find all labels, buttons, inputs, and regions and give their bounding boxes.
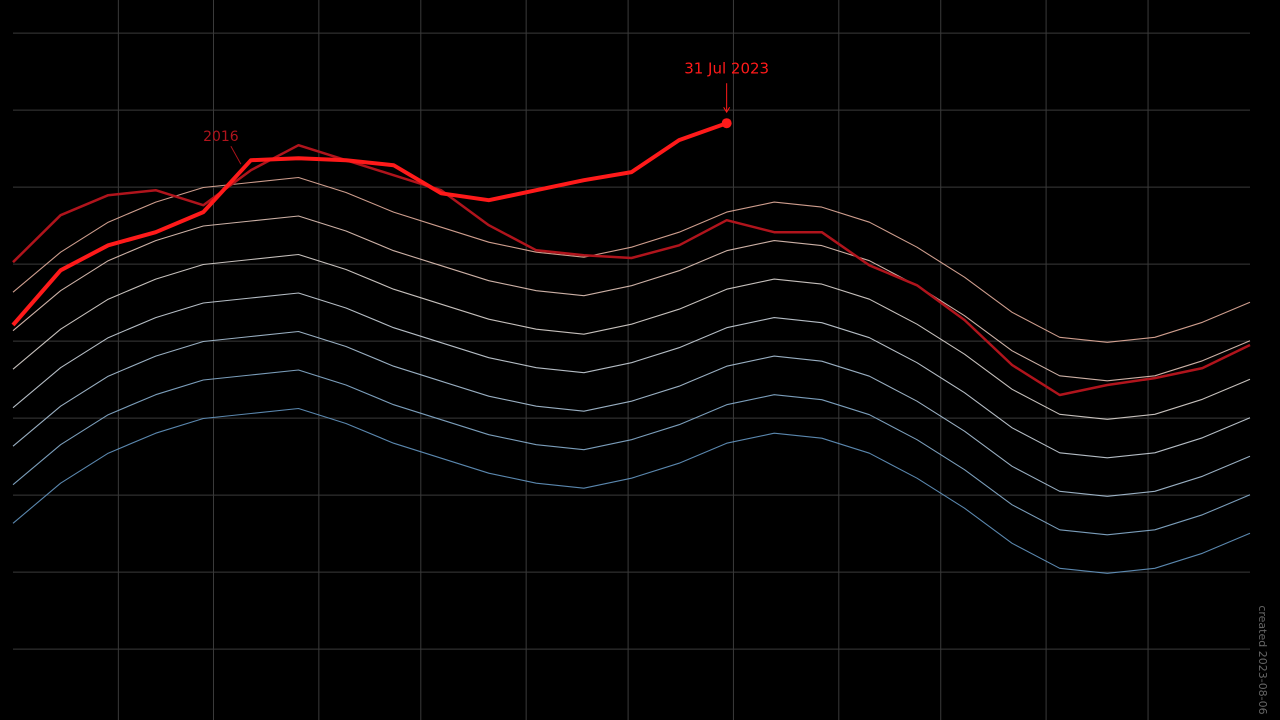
series-line bbox=[12, 215, 1251, 382]
end-point bbox=[721, 118, 732, 129]
arrow-head bbox=[723, 106, 731, 114]
series-line bbox=[12, 369, 1251, 536]
footnote: created 2023-08-06 bbox=[1256, 605, 1269, 714]
series-line bbox=[12, 253, 1251, 420]
series-label: 2016 bbox=[203, 129, 239, 145]
annotation-arrow bbox=[230, 145, 242, 165]
series-line bbox=[12, 330, 1251, 497]
series-line bbox=[12, 407, 1251, 574]
series-line bbox=[12, 292, 1251, 459]
end-label: 31 Jul 2023 bbox=[684, 60, 769, 78]
series-line bbox=[12, 143, 1251, 397]
series-line bbox=[11, 121, 728, 327]
series-line bbox=[12, 176, 1251, 343]
